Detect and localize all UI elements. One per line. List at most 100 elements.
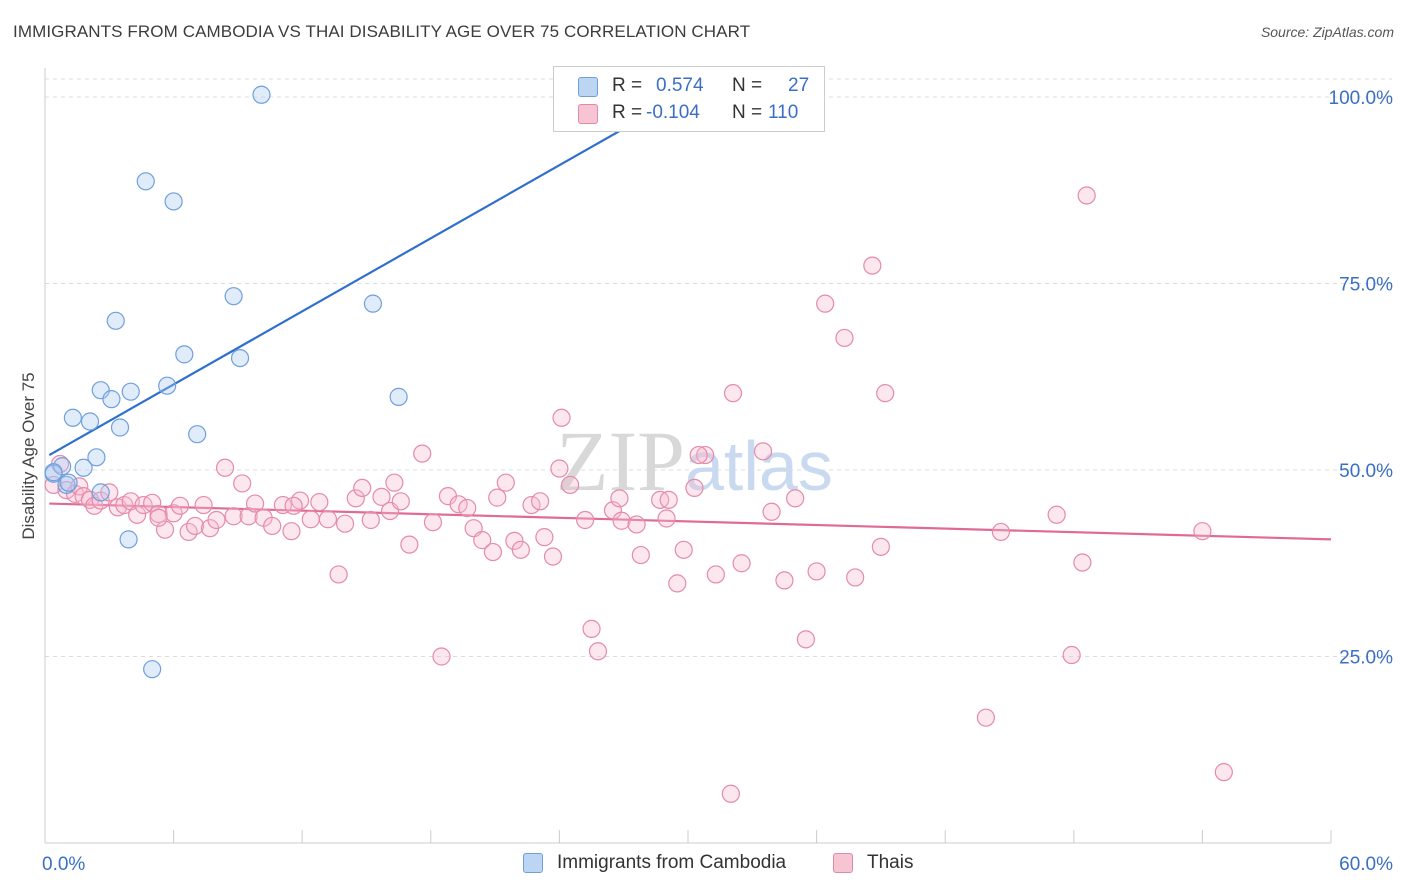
point-thais bbox=[346, 489, 365, 508]
point-cambodia bbox=[164, 192, 183, 211]
point-cambodia bbox=[121, 382, 140, 401]
point-cambodia bbox=[102, 390, 121, 409]
y-tick-label: 100.0% bbox=[1329, 88, 1394, 109]
point-thais bbox=[488, 488, 507, 507]
point-thais bbox=[531, 492, 550, 511]
y-tick-label: 25.0% bbox=[1339, 648, 1393, 669]
point-thais bbox=[391, 492, 410, 511]
point-thais bbox=[807, 562, 826, 581]
point-thais bbox=[576, 510, 595, 530]
point-thais bbox=[185, 516, 205, 536]
point-thais bbox=[413, 444, 432, 463]
point-thais bbox=[732, 554, 751, 573]
data-points bbox=[44, 85, 1233, 803]
point-cambodia bbox=[389, 387, 408, 406]
watermark-atlas: atlas bbox=[685, 427, 833, 505]
point-cambodia bbox=[136, 172, 155, 191]
point-thais bbox=[1193, 522, 1212, 541]
point-thais bbox=[871, 537, 891, 556]
point-cambodia bbox=[110, 418, 130, 437]
r-value-cambodia: 0.574 bbox=[656, 75, 704, 96]
point-thais bbox=[561, 475, 580, 495]
point-thais bbox=[876, 384, 895, 403]
point-cambodia bbox=[143, 660, 162, 679]
y-axis-label: Disability Age Over 75 bbox=[19, 372, 38, 539]
x-tick-label-max: 60.0% bbox=[1339, 854, 1393, 875]
point-thais bbox=[361, 510, 380, 530]
point-cambodia bbox=[91, 483, 110, 502]
point-thais bbox=[400, 535, 419, 554]
n-label: N = bbox=[732, 75, 763, 96]
y-tick-labels: 25.0% 50.0% 75.0% 100.0% bbox=[1329, 88, 1394, 669]
point-thais bbox=[458, 498, 477, 518]
point-thais bbox=[696, 445, 715, 465]
point-thais bbox=[318, 510, 338, 529]
point-thais bbox=[991, 522, 1011, 542]
point-thais bbox=[245, 494, 265, 513]
trend-line-cambodia bbox=[48, 96, 680, 457]
point-thais bbox=[659, 490, 678, 509]
r-value-thais: -0.104 bbox=[646, 102, 700, 123]
point-thais bbox=[194, 495, 213, 515]
point-thais bbox=[207, 510, 226, 530]
point-thais bbox=[505, 531, 524, 550]
point-thais bbox=[224, 507, 243, 526]
point-thais bbox=[170, 496, 190, 515]
x-tick-labels: 0.0% 60.0% bbox=[42, 854, 1393, 875]
point-thais bbox=[612, 511, 631, 530]
point-thais bbox=[215, 458, 235, 477]
point-thais bbox=[1214, 763, 1233, 782]
point-thais bbox=[721, 784, 740, 803]
point-thais bbox=[582, 619, 601, 638]
point-thais bbox=[535, 528, 554, 547]
x-tick-label-min: 0.0% bbox=[42, 854, 85, 875]
point-cambodia bbox=[175, 345, 194, 364]
point-thais bbox=[372, 487, 391, 506]
point-cambodia bbox=[44, 463, 63, 482]
point-thais bbox=[685, 478, 704, 498]
point-thais bbox=[432, 647, 451, 666]
point-thais bbox=[775, 571, 794, 590]
point-thais bbox=[310, 492, 329, 512]
point-cambodia bbox=[63, 408, 82, 427]
point-thais bbox=[282, 522, 301, 541]
point-cambodia bbox=[106, 311, 125, 330]
point-thais bbox=[301, 510, 320, 529]
point-thais bbox=[385, 473, 404, 492]
point-thais bbox=[723, 384, 743, 403]
legend-swatch-thais bbox=[578, 104, 598, 124]
y-tick-label: 75.0% bbox=[1339, 275, 1393, 296]
axes bbox=[44, 68, 1332, 844]
point-thais bbox=[816, 294, 835, 313]
point-thais bbox=[631, 545, 650, 565]
n-value-thais: 110 bbox=[768, 102, 799, 123]
point-cambodia bbox=[363, 294, 383, 313]
point-thais bbox=[543, 547, 563, 566]
point-cambodia bbox=[57, 475, 76, 495]
point-thais bbox=[263, 516, 282, 536]
n-label: N = bbox=[732, 102, 763, 123]
point-cambodia bbox=[74, 458, 93, 477]
point-cambodia bbox=[230, 349, 250, 368]
bottom-legend-label-cambodia: Immigrants from Cambodia bbox=[557, 852, 787, 873]
point-thais bbox=[164, 504, 183, 523]
bottom-legend-label-thais: Thais bbox=[867, 852, 914, 873]
point-thais bbox=[976, 708, 996, 727]
point-thais bbox=[496, 473, 515, 492]
y-tick-label: 50.0% bbox=[1339, 461, 1393, 482]
point-cambodia bbox=[224, 287, 243, 306]
point-thais bbox=[796, 630, 815, 649]
point-thais bbox=[835, 328, 854, 348]
point-cambodia bbox=[87, 448, 106, 467]
point-thais bbox=[552, 408, 571, 427]
legend-swatch-cambodia bbox=[578, 77, 598, 97]
bottom-swatch-cambodia bbox=[523, 853, 543, 873]
point-thais bbox=[1073, 553, 1092, 572]
r-label: R = bbox=[612, 102, 643, 123]
r-label: R = bbox=[612, 75, 643, 96]
point-thais bbox=[483, 542, 503, 562]
point-thais bbox=[423, 513, 443, 532]
point-cambodia bbox=[59, 473, 78, 492]
point-thais bbox=[149, 508, 168, 527]
